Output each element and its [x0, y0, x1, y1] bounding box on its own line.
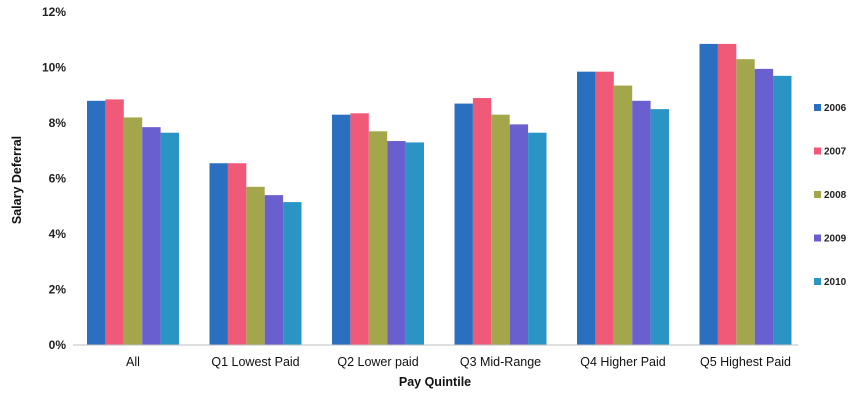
y-tick-label: 10%	[42, 61, 66, 75]
bar	[754, 68, 774, 345]
legend-item: 2008	[814, 190, 847, 201]
bar	[736, 59, 755, 346]
x-axis-ticks: All Q1 Lowest Paid Q2 Lower paid Q3 Mid-Ran…	[126, 355, 791, 369]
bar	[405, 142, 424, 345]
y-tick-label: 4%	[49, 227, 67, 241]
y-tick-label: 6%	[49, 172, 67, 186]
bar	[387, 141, 406, 345]
legend-swatch	[814, 104, 821, 111]
bar	[699, 43, 718, 345]
bar	[227, 163, 247, 345]
x-tick-label: Q1 Lowest Paid	[211, 355, 299, 369]
bar-groups	[87, 43, 792, 346]
x-tick-label: Q4 Higher Paid	[580, 355, 666, 369]
x-tick-label: Q2 Lower paid	[337, 355, 418, 369]
legend-swatch	[814, 234, 821, 242]
bar	[454, 103, 473, 345]
bar-group	[332, 113, 424, 345]
bar-group	[699, 43, 792, 346]
bar	[509, 124, 529, 345]
bar	[368, 131, 388, 345]
legend-item: 2009	[814, 234, 847, 245]
bar	[528, 132, 547, 345]
bar-group	[87, 99, 179, 345]
bar	[577, 71, 596, 345]
legend-label: 2006	[824, 103, 847, 114]
legend-label: 2007	[824, 147, 847, 158]
bar	[142, 127, 161, 345]
bar	[160, 132, 179, 345]
x-axis-title: Pay Quintile	[399, 375, 471, 389]
y-tick-label: 12%	[42, 5, 66, 19]
y-tick-label: 2%	[49, 283, 67, 297]
legend-label: 2010	[824, 277, 847, 288]
legend-item: 2006	[814, 103, 847, 114]
legend-swatch	[814, 191, 821, 198]
bar	[209, 163, 228, 345]
y-tick-label: 8%	[49, 116, 67, 130]
x-tick-label: Q5 Highest Paid	[700, 355, 791, 369]
bar	[246, 186, 265, 345]
bar	[773, 75, 792, 345]
bar	[472, 98, 492, 346]
y-axis-title: Salary Deferral	[10, 136, 24, 224]
bar	[595, 71, 614, 345]
legend-label: 2008	[824, 190, 847, 201]
legend-item: 2007	[814, 147, 847, 158]
bar	[264, 195, 284, 345]
y-axis-ticks: 0% 2% 4% 6% 8% 10% 12%	[42, 5, 66, 352]
x-tick-label: Q3 Mid-Range	[460, 355, 541, 369]
bar-group	[577, 71, 669, 345]
y-tick-label: 0%	[49, 338, 67, 352]
x-tick-label: All	[126, 355, 140, 369]
bar	[613, 85, 633, 345]
bar	[350, 113, 369, 345]
bar	[632, 100, 651, 345]
bar	[123, 117, 143, 345]
legend: 2006 2007 2008 2009 2010	[814, 103, 847, 288]
legend-item: 2010	[814, 277, 847, 288]
bar	[650, 109, 669, 345]
bar	[717, 43, 737, 345]
bar	[87, 100, 106, 345]
bar-group	[209, 163, 302, 345]
bar	[283, 202, 302, 345]
bar	[332, 114, 351, 345]
legend-swatch	[814, 278, 821, 285]
bar-group	[454, 98, 547, 346]
bar	[491, 114, 510, 345]
legend-label: 2009	[824, 234, 847, 245]
bar	[105, 99, 124, 345]
legend-swatch	[814, 147, 821, 155]
